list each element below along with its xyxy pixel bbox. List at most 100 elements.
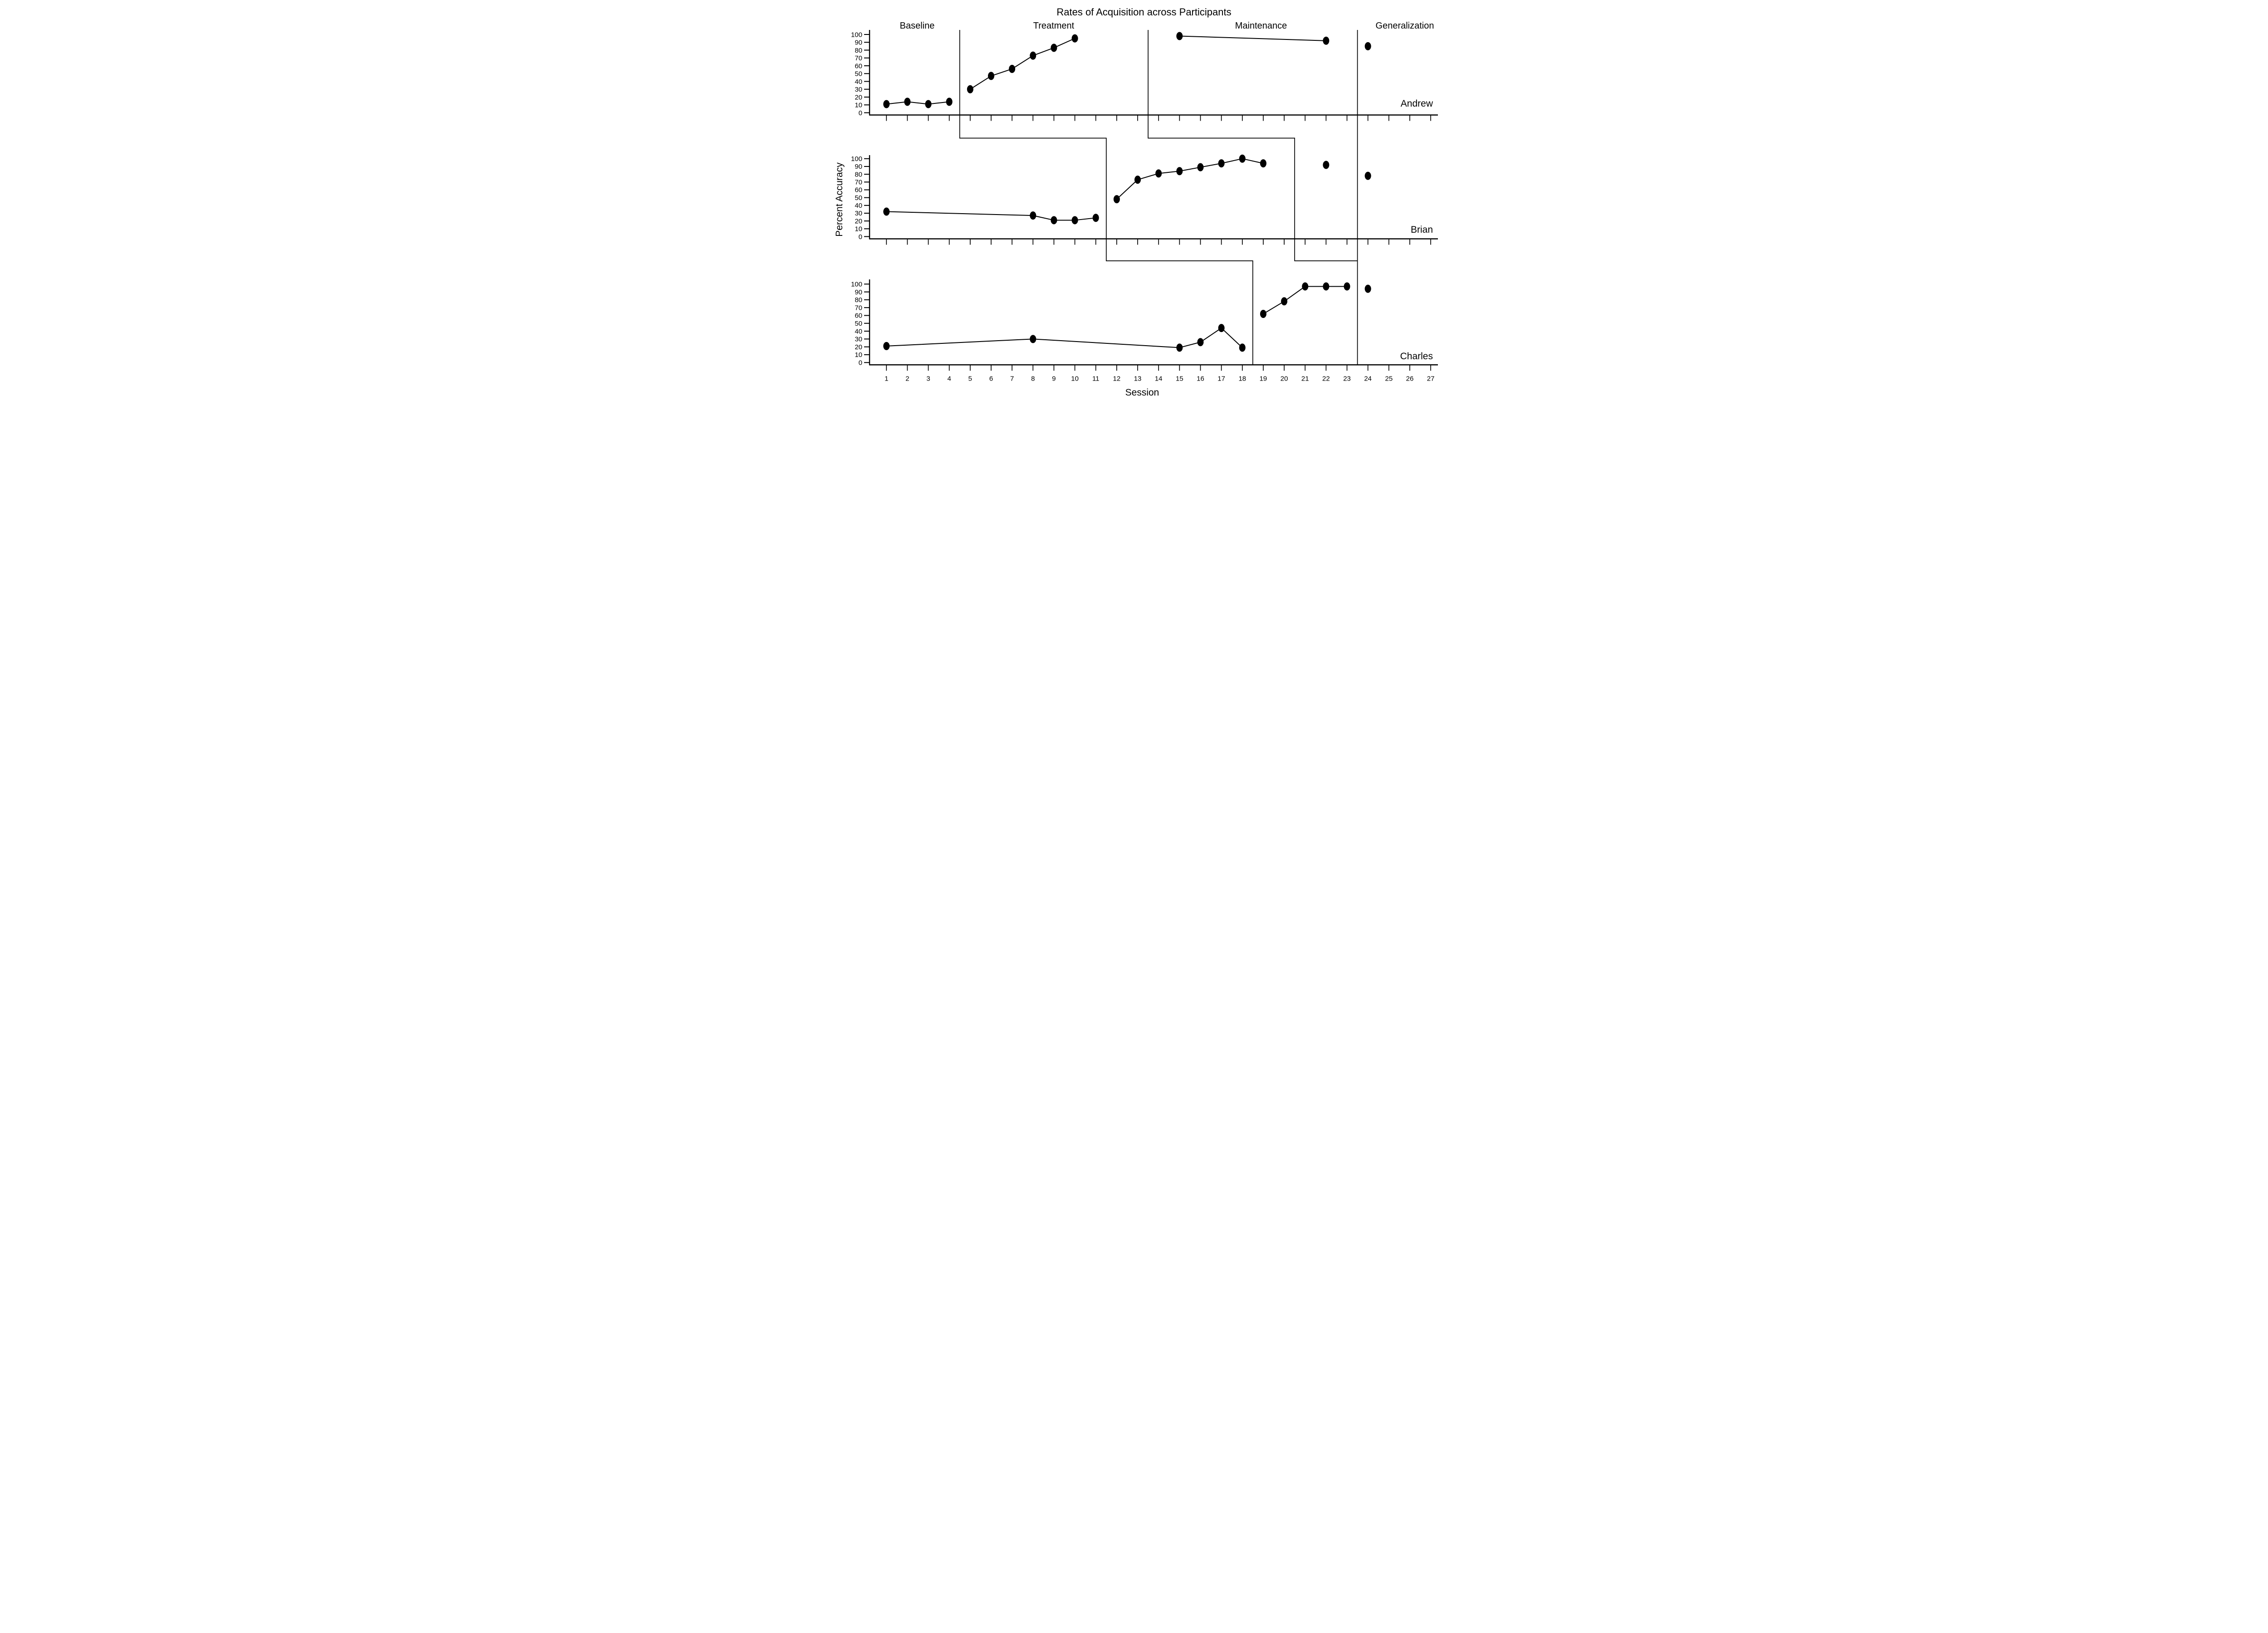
charles-point-session-1 [883,342,890,350]
brian-point-session-19 [1260,159,1266,168]
andrew-maintenance-line [1179,35,1326,41]
andrew-treatment-line [970,38,1075,90]
y-tick-label: 100 [851,155,862,163]
chart-canvas: 0102030405060708090100010203040506070809… [851,30,1438,383]
phase-label-generalization: Generalization [1375,21,1434,31]
x-tick-label: 11 [1092,375,1100,383]
x-tick-label: 26 [1406,375,1414,383]
x-axis-title: Session [1125,387,1159,398]
brian-point-session-15 [1176,167,1183,176]
y-tick-label: 90 [855,39,862,47]
brian-point-session-14 [1155,169,1162,178]
andrew-point-session-6 [988,72,994,80]
x-tick-label: 25 [1385,375,1393,383]
brian-point-session-24 [1364,171,1371,180]
y-tick-label: 90 [855,163,862,171]
x-tick-label: 2 [905,375,909,383]
x-tick-label: 27 [1427,375,1435,383]
x-tick-label: 19 [1260,375,1267,383]
x-tick-label: 9 [1052,375,1056,383]
y-tick-label: 30 [855,210,862,217]
y-tick-label: 20 [855,217,862,225]
chart-title: Rates of Acquisition across Participants [1056,6,1232,18]
andrew-point-session-10 [1071,34,1078,43]
andrew-point-session-2 [904,98,911,106]
charles-point-session-20 [1281,297,1288,306]
x-tick-label: 23 [1343,375,1351,383]
andrew-point-session-1 [883,100,890,108]
x-tick-label: 6 [989,375,993,383]
charles-point-session-15 [1176,343,1183,352]
figure-rates-of-acquisition: 0 10 20 30 40 50 60 70 80 90 100 0 10 20 30 40 50 60 70 80 9… [828,0,1440,408]
y-tick-label: 100 [851,281,862,288]
brian-point-session-8 [1030,211,1036,220]
y-tick-label: 40 [855,78,862,86]
andrew-point-session-15 [1176,32,1183,40]
andrew-point-session-9 [1051,44,1057,52]
x-tick-label: 7 [1010,375,1014,383]
x-tick-label: 21 [1301,375,1309,383]
y-tick-label: 80 [855,296,862,304]
brian-point-session-11 [1092,214,1099,222]
charles-point-session-17 [1218,324,1225,332]
y-tick-label: 40 [855,202,862,210]
x-tick-label: 3 [926,375,930,383]
y-tick-label: 30 [855,336,862,343]
brian-point-session-1 [883,207,890,216]
y-tick-label: 70 [855,179,862,186]
x-tick-label: 13 [1134,375,1142,383]
y-tick-label: 60 [855,62,862,70]
brian-point-session-10 [1071,216,1078,225]
x-tick-label: 8 [1031,375,1035,383]
brian-point-session-17 [1218,159,1225,168]
andrew-point-session-3 [925,100,932,108]
y-tick-label: 70 [855,304,862,312]
andrew-point-session-7 [1009,64,1016,73]
y-axis-title: Percent Accuracy [834,162,845,237]
y-tick-label: 50 [855,70,862,78]
x-tick-label: 12 [1113,375,1121,383]
phase-change-line-2 [1148,30,1358,261]
y-tick-label: 70 [855,54,862,62]
brian-point-session-22 [1323,161,1330,169]
y-tick-label: 0 [859,359,862,367]
charles-point-session-19 [1260,309,1266,318]
y-tick-label: 10 [855,351,862,359]
charles-point-session-22 [1323,282,1330,291]
y-tick-label: 10 [855,225,862,233]
x-tick-label: 1 [885,375,888,383]
y-tick-label: 90 [855,288,862,296]
andrew-baseline-line [886,101,949,105]
x-tick-label: 16 [1197,375,1204,383]
brian-point-session-16 [1197,163,1204,171]
charles-point-session-8 [1030,335,1036,343]
charles-point-session-18 [1239,343,1246,352]
charles-point-session-23 [1344,282,1350,291]
brian-point-session-13 [1134,176,1141,184]
y-tick-label: 80 [855,171,862,178]
y-tick-label: 0 [859,233,862,241]
participant-label-andrew: Andrew [1400,98,1433,109]
x-tick-label: 17 [1217,375,1225,383]
y-tick-label: 20 [855,343,862,351]
x-tick-label: 20 [1281,375,1288,383]
x-tick-label: 14 [1155,375,1163,383]
phase-label-treatment: Treatment [1033,21,1075,31]
y-tick-label: 40 [855,328,862,335]
charles-baseline-line [886,328,1243,348]
y-tick-label: 50 [855,194,862,202]
x-tick-label: 4 [948,375,951,383]
brian-baseline-line [886,211,1096,221]
andrew-point-session-4 [946,98,953,106]
y-tick-label: 80 [855,47,862,54]
andrew-point-session-22 [1323,36,1330,45]
y-tick-label: 60 [855,312,862,320]
brian-point-session-18 [1239,154,1246,163]
brian-point-session-9 [1051,216,1057,225]
phase-label-maintenance: Maintenance [1235,21,1287,31]
andrew-point-session-8 [1030,51,1036,60]
participant-label-charles: Charles [1400,351,1433,362]
y-tick-label: 10 [855,102,862,109]
andrew-point-session-5 [967,85,973,93]
charles-point-session-24 [1364,284,1371,293]
